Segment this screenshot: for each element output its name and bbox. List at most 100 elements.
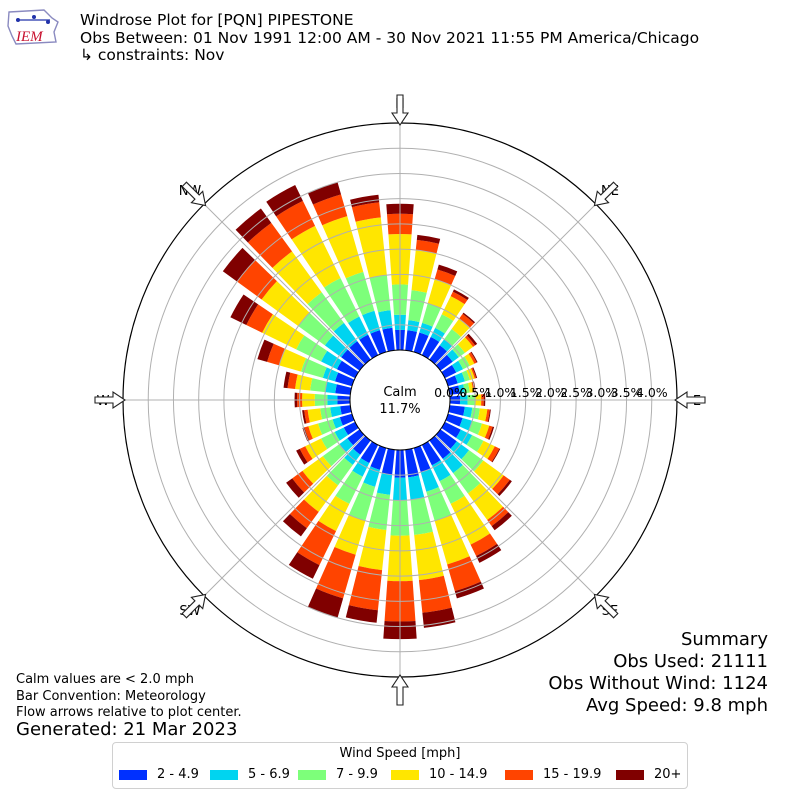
- windrose-bar-segment: [257, 339, 274, 362]
- windrose-bar-segment: [408, 475, 425, 500]
- windrose-bar-segment: [477, 408, 488, 422]
- windrose-bar-segment: [262, 314, 305, 350]
- windrose-bar-segment: [452, 344, 465, 358]
- windrose-bar-segment: [333, 322, 358, 348]
- windrose-bar-segment: [488, 426, 495, 440]
- summary-obs-used: Obs Used: 21111: [613, 651, 768, 672]
- windrose-bar-segment: [324, 277, 360, 324]
- windrose-bar-segment: [362, 310, 380, 334]
- windrose-bar-segment: [450, 495, 491, 545]
- legend-swatch: [391, 770, 419, 780]
- legend-swatch: [298, 770, 326, 780]
- radial-tick-label: 3.5%: [611, 385, 643, 400]
- summary-avg-speed: Avg Speed: 9.8 mph: [586, 695, 768, 716]
- windrose-bar-segment: [322, 367, 339, 382]
- calm-note: Calm values are < 2.0 mph: [16, 672, 195, 687]
- windrose-bar-segment: [307, 292, 344, 332]
- windrose-bar-segment: [471, 367, 477, 379]
- windrose-bar-segment: [287, 372, 298, 389]
- legend-label: 2 - 4.9: [157, 767, 199, 782]
- windrose-bar-segment: [458, 384, 465, 394]
- bars-layer: [222, 182, 512, 640]
- windrose-bar-segment: [405, 448, 419, 478]
- windrose-bar-segment: [484, 425, 493, 440]
- windrose-bar-segment: [317, 419, 336, 435]
- radial-tick-label: 0.0%: [434, 385, 466, 400]
- windrose-bar-segment: [418, 575, 452, 613]
- windrose-bar-segment: [370, 330, 387, 355]
- calm-center: Calm 11.7%: [349, 349, 451, 451]
- windrose-bar-segment: [272, 251, 322, 305]
- windrose-bar-segment: [459, 313, 474, 328]
- windrose-bar-segment: [405, 330, 417, 352]
- legend-label: 5 - 6.9: [248, 767, 290, 782]
- angular-gridline: [203, 435, 365, 597]
- windrose-bar-segment: [369, 275, 391, 313]
- windrose-bar-segment: [336, 360, 359, 379]
- windrose-bar-segment: [316, 547, 356, 599]
- legend-swatch: [505, 770, 533, 780]
- windrose-bar-segment: [381, 448, 395, 475]
- windrose-bar-segment: [349, 341, 371, 365]
- flow-arrow-icon: [181, 181, 207, 207]
- windrose-bar-segment: [452, 289, 469, 300]
- windrose-bar-segment: [446, 349, 459, 362]
- flow-arrow-shape: [593, 181, 619, 207]
- windrose-bar-segment: [307, 182, 342, 205]
- windrose-bar-segment: [463, 406, 473, 418]
- windrose-bar-segment: [334, 372, 355, 387]
- windrose-bar-segment: [237, 260, 277, 300]
- windrose-bar-segment: [442, 452, 463, 474]
- windrose-bar-segment: [296, 448, 308, 465]
- windrose-bar-segment: [434, 269, 456, 286]
- summary-title: Summary: [681, 629, 768, 650]
- windrose-bar-segment: [322, 444, 346, 467]
- legend-title: Wind Speed [mph]: [339, 746, 461, 761]
- chart-constraints: ↳ constraints: Nov: [80, 46, 225, 64]
- windrose-bar-segment: [468, 382, 474, 393]
- flow-arrow-shape: [390, 94, 410, 126]
- windrose-bar-segment: [414, 531, 444, 581]
- windrose-bar-segment: [448, 405, 465, 416]
- windrose-bar-segment: [334, 427, 349, 441]
- legend-label: 20+: [654, 767, 682, 782]
- windrose-bar-segment: [461, 450, 484, 472]
- windrose-bar-segment: [295, 374, 313, 391]
- chart-title: Windrose Plot for [PQN] PIPESTONE: [80, 11, 354, 29]
- windrose-bar-segment: [307, 408, 323, 423]
- radial-tick-label: 2.0%: [535, 385, 567, 400]
- radial-tick-label: 4.0%: [636, 385, 668, 400]
- windrose-bar-segment: [435, 354, 453, 371]
- windrose-bar-segment: [286, 478, 305, 498]
- windrose-bar-segment: [444, 328, 462, 346]
- windrose-bar-segment: [246, 304, 273, 333]
- windrose-bar-segment: [427, 279, 452, 309]
- windrose-bar-segment: [326, 457, 353, 486]
- windrose-bar-segment: [448, 385, 460, 395]
- windrose-bar-segment: [456, 429, 473, 445]
- windrose-bar-segment: [453, 464, 481, 494]
- windrose-bar-segment: [439, 339, 453, 352]
- windrose-bar-segment: [462, 312, 476, 324]
- legend-swatch: [119, 770, 147, 780]
- windrose-bar-segment: [304, 426, 313, 441]
- windrose-bar-segment: [429, 345, 447, 365]
- windrose-bar-segment: [429, 435, 451, 459]
- windrose-bar-segment: [279, 348, 306, 372]
- legend-label: 7 - 9.9: [336, 767, 378, 782]
- windrose-bar-segment: [445, 413, 463, 427]
- windrose-bar-segment: [352, 458, 370, 477]
- windrose-bar-segment: [497, 479, 512, 497]
- windrose-bar-segment: [485, 409, 490, 422]
- windrose-bar-segment: [441, 364, 457, 379]
- windrose-bar-segment: [439, 474, 465, 504]
- angular-gridline: [435, 435, 597, 597]
- windrose-bar-segment: [343, 421, 359, 436]
- windrose-bar-segment: [368, 492, 391, 530]
- windrose-bar-segment: [308, 423, 323, 439]
- windrose-bar-segment: [468, 420, 483, 435]
- flow-arrow-shape: [593, 593, 619, 619]
- windrose-bar-segment: [345, 271, 375, 316]
- radial-tick-label: 1.0%: [485, 385, 517, 400]
